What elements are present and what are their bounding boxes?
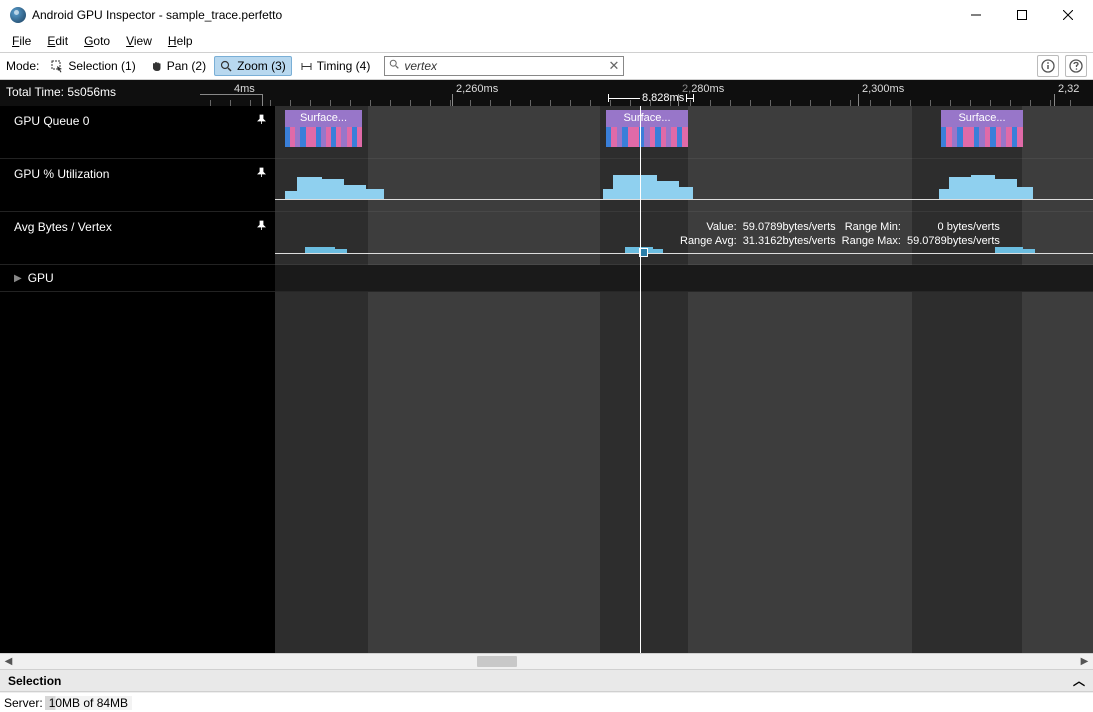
close-button[interactable] (1045, 0, 1091, 30)
menu-goto[interactable]: Goto (76, 32, 118, 50)
mode-timing[interactable]: Timing (4) (294, 56, 377, 76)
minimize-button[interactable] (953, 0, 999, 30)
cursor-line[interactable] (640, 106, 641, 653)
pin-icon[interactable] (256, 167, 267, 181)
selection-panel-header[interactable]: Selection ︿ (0, 670, 1093, 692)
track-queue[interactable]: Surface... Surface... Surface... (275, 106, 1093, 159)
track-util[interactable] (275, 159, 1093, 212)
time-ruler[interactable]: Total Time: 5s056ms 4ms2,260ms2,280ms2,3… (0, 80, 1093, 106)
mode-zoom[interactable]: Zoom (3) (214, 56, 292, 76)
search-icon (389, 59, 400, 73)
server-label: Server: (4, 696, 43, 710)
zoom-icon (220, 60, 233, 73)
timeline-empty-area (275, 292, 1093, 653)
menubar: File Edit Goto View Help (0, 30, 1093, 52)
pin-icon[interactable] (256, 114, 267, 128)
horizontal-scrollbar[interactable]: ◀ ▶ (0, 653, 1093, 670)
mode-zoom-label: Zoom (3) (237, 59, 286, 73)
timing-icon (300, 60, 313, 73)
chevron-right-icon[interactable]: ▶ (14, 273, 22, 284)
titlebar: Android GPU Inspector - sample_trace.per… (0, 0, 1093, 30)
menu-file[interactable]: File (4, 32, 39, 50)
scroll-track[interactable] (17, 654, 1076, 669)
menu-edit[interactable]: Edit (39, 32, 76, 50)
clear-icon[interactable]: ✕ (608, 58, 619, 74)
mode-pan-label: Pan (2) (167, 59, 206, 73)
expand-up-icon[interactable]: ︿ (1073, 672, 1085, 689)
baseline (275, 199, 1093, 200)
surface-block[interactable]: Surface... (285, 110, 362, 127)
tracks: GPU Queue 0 GPU % Utilization Avg Bytes … (0, 106, 1093, 653)
scroll-left[interactable]: ◀ (0, 654, 17, 669)
mode-timing-label: Timing (4) (317, 59, 371, 73)
scroll-thumb[interactable] (477, 656, 517, 667)
track-labels: GPU Queue 0 GPU % Utilization Avg Bytes … (0, 106, 275, 653)
track-label-util[interactable]: GPU % Utilization (0, 159, 275, 212)
toolbar: Mode: Selection (1) Pan (2) Zoom (3) Tim… (0, 52, 1093, 80)
mode-pan[interactable]: Pan (2) (144, 56, 212, 76)
mode-label: Mode: (6, 59, 39, 73)
search-input[interactable] (404, 59, 604, 73)
mode-selection[interactable]: Selection (1) (45, 56, 141, 76)
surface-block[interactable]: Surface... (941, 110, 1023, 127)
barcode[interactable] (606, 127, 688, 147)
hand-icon (150, 60, 163, 73)
search-box[interactable]: ✕ (384, 56, 624, 76)
barcode[interactable] (941, 127, 1023, 147)
menu-help[interactable]: Help (160, 32, 201, 50)
selection-icon (51, 60, 64, 73)
info-button[interactable] (1037, 55, 1059, 77)
window-title: Android GPU Inspector - sample_trace.per… (32, 8, 282, 22)
value-tooltip: Value: 59.0789bytes/verts Range Min: 0 b… (680, 221, 1000, 247)
memory-usage: 10MB of 84MB (45, 696, 132, 710)
menu-view[interactable]: View (118, 32, 160, 50)
surface-block[interactable]: Surface... (606, 110, 688, 127)
help-button[interactable] (1065, 55, 1087, 77)
mode-selection-label: Selection (1) (68, 59, 135, 73)
track-gpu[interactable] (275, 265, 1093, 292)
track-label-gpu[interactable]: ▶ GPU (0, 265, 275, 292)
track-label-queue[interactable]: GPU Queue 0 (0, 106, 275, 159)
range-indicator: 8.828ms (608, 92, 694, 104)
range-label: 8.828ms (640, 92, 686, 104)
maximize-button[interactable] (999, 0, 1045, 30)
window-controls (953, 0, 1091, 30)
scroll-right[interactable]: ▶ (1076, 654, 1093, 669)
statusbar: Server: 10MB of 84MB (0, 692, 1093, 712)
timeline[interactable]: Total Time: 5s056ms 4ms2,260ms2,280ms2,3… (0, 80, 1093, 653)
pin-icon[interactable] (256, 220, 267, 234)
total-time-label: Total Time: 5s056ms (6, 85, 116, 99)
baseline (275, 253, 1093, 254)
track-body[interactable]: Surface... Surface... Surface... Value: 59… (275, 106, 1093, 653)
track-label-vertex[interactable]: Avg Bytes / Vertex (0, 212, 275, 265)
barcode[interactable] (285, 127, 362, 147)
app-icon (10, 7, 26, 23)
selection-label: Selection (8, 674, 61, 688)
